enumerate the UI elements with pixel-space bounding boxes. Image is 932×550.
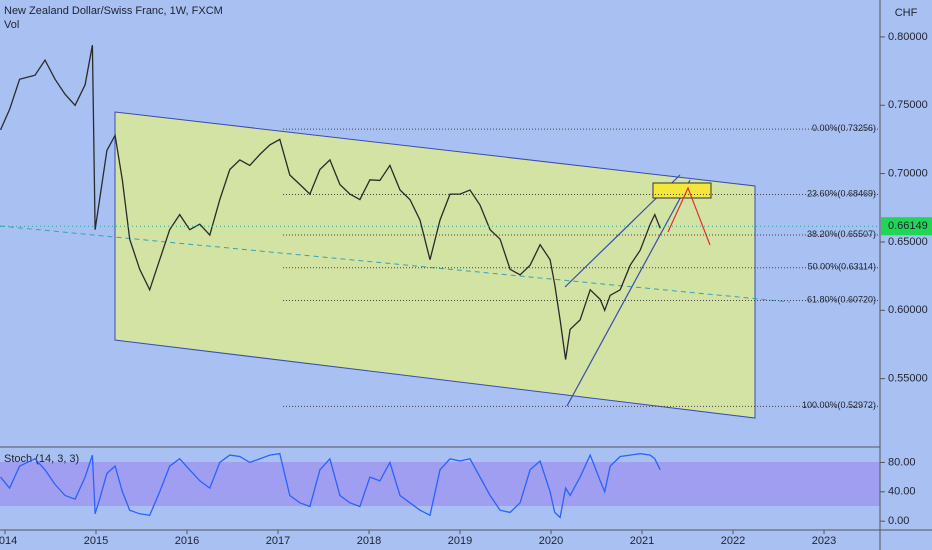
x-tick-label: 2023 — [812, 535, 836, 547]
chart-title: New Zealand Dollar/Swiss Franc, 1W, FXCM — [4, 5, 223, 17]
x-tick-label: 2018 — [357, 535, 381, 547]
last-price-box — [881, 217, 932, 236]
fib-label: 61.80%(0.60720) — [807, 294, 876, 304]
y-tick-label: 0.75000 — [888, 99, 928, 111]
fib-label: 50.00%(0.63114) — [808, 262, 876, 272]
y-tick-label: 0.60000 — [888, 304, 928, 316]
fib-label: 100.00%(0.52972) — [802, 400, 876, 410]
y-tick-label: 0.80000 — [888, 31, 928, 43]
y-tick-label: 0.70000 — [888, 168, 928, 180]
currency-label: CHF — [895, 7, 918, 19]
stoch-line — [0, 452, 661, 519]
x-tick-label: 2015 — [84, 535, 108, 547]
stoch-title: Stoch (14, 3, 3) — [4, 453, 79, 465]
x-tick-label: 2022 — [721, 535, 745, 547]
x-tick-label: 2014 — [0, 535, 17, 547]
stoch-band — [0, 462, 880, 506]
price-line — [0, 44, 661, 360]
projection-arrow — [667, 186, 711, 246]
x-tick-label: 2017 — [266, 535, 290, 547]
y-tick-label: 80.00 — [888, 456, 916, 468]
last-price-label: 0.66149 — [888, 220, 928, 232]
median-line — [0, 225, 791, 303]
fib-label: 0.00%(0.73256) — [812, 123, 876, 133]
y-tick-label: 40.00 — [888, 486, 916, 498]
volume-label: Vol — [4, 19, 19, 31]
y-tick-label: 0.55000 — [888, 373, 928, 385]
x-tick-label: 2019 — [448, 535, 472, 547]
fib-label: 38.20%(0.65507) — [807, 229, 876, 239]
x-tick-label: 2021 — [630, 535, 654, 547]
x-tick-label: 2016 — [175, 535, 199, 547]
y-tick-label: 0.65000 — [888, 236, 928, 248]
y-tick-label: 0.00 — [888, 515, 909, 527]
wedge-line — [566, 179, 691, 407]
target-box — [652, 182, 712, 199]
fib-label: 23.60%(0.68469) — [807, 188, 876, 198]
x-tick-label: 2020 — [539, 535, 563, 547]
channel — [114, 111, 756, 419]
